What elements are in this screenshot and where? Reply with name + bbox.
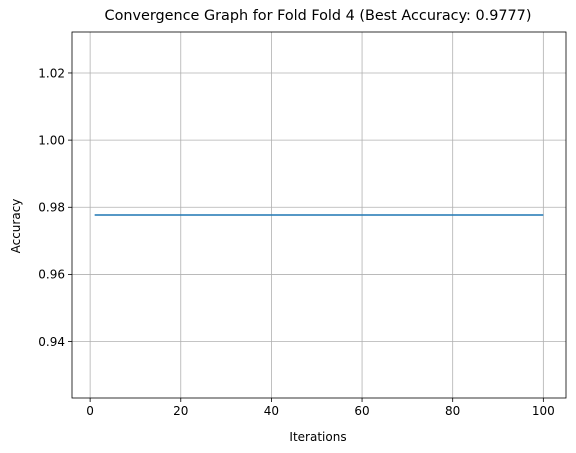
y-axis-label: Accuracy bbox=[9, 199, 23, 254]
y-tick-label: 0.98 bbox=[38, 201, 65, 215]
y-tick-label: 0.96 bbox=[38, 268, 65, 282]
y-tick-label: 1.00 bbox=[38, 133, 65, 147]
x-tick-label: 20 bbox=[173, 404, 188, 418]
x-tick-label: 80 bbox=[445, 404, 460, 418]
y-tick-label: 0.94 bbox=[38, 335, 65, 349]
y-axis-ticks: 0.94 0.96 0.98 1.00 1.02 bbox=[38, 66, 72, 349]
chart-title: Convergence Graph for Fold Fold 4 (Best … bbox=[105, 8, 532, 24]
x-axis-ticks: 0 20 40 60 80 100 bbox=[86, 398, 555, 418]
x-tick-label: 100 bbox=[532, 404, 555, 418]
plot-area-frame bbox=[71, 31, 567, 399]
y-tick-label: 1.02 bbox=[38, 66, 65, 80]
x-tick-label: 60 bbox=[354, 404, 369, 418]
x-tick-label: 0 bbox=[86, 404, 94, 418]
x-tick-label: 40 bbox=[264, 404, 279, 418]
x-axis-label: Iterations bbox=[289, 430, 346, 444]
